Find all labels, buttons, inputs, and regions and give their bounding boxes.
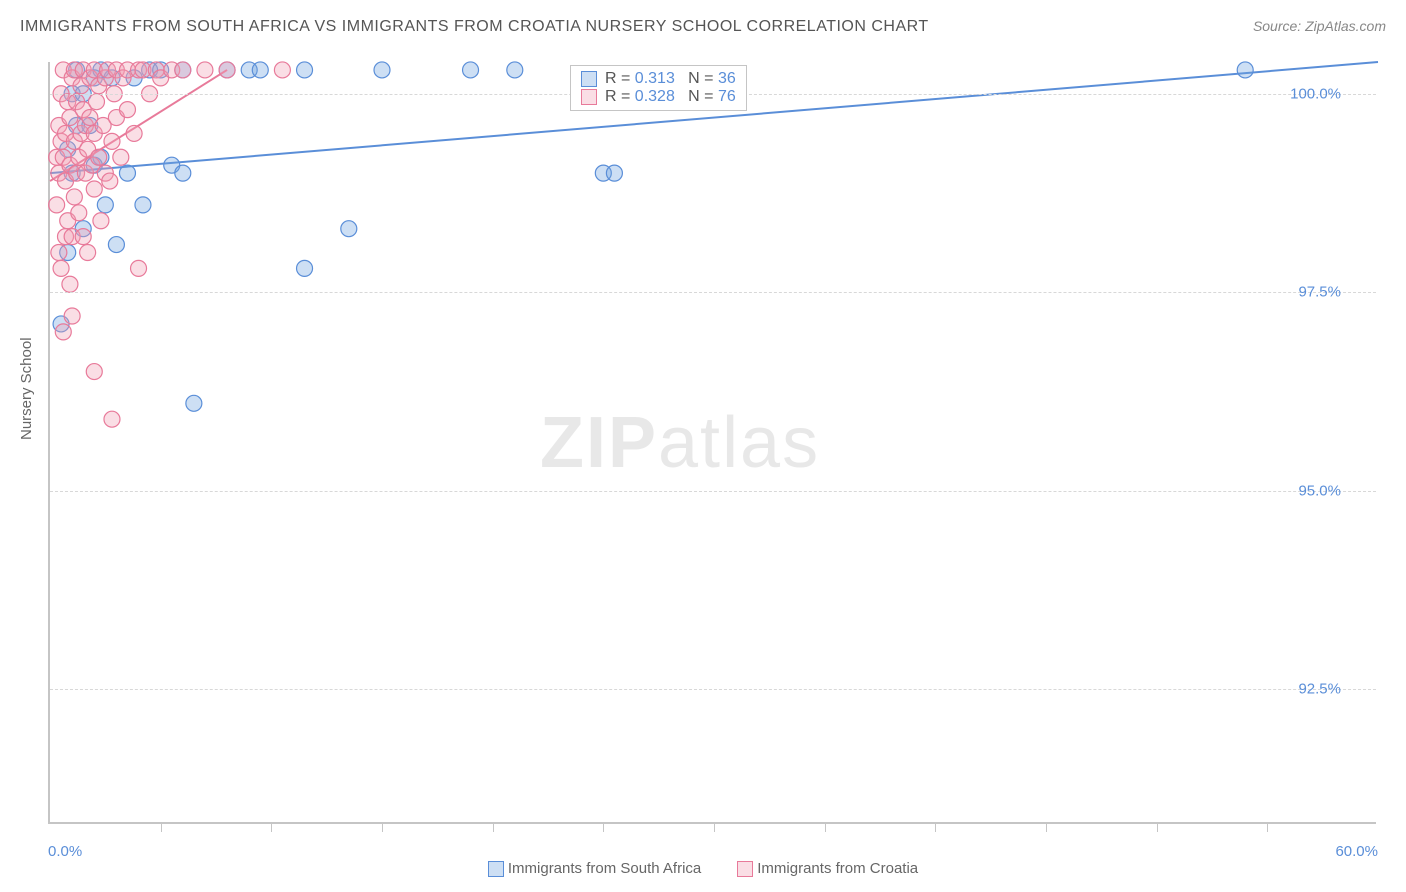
data-point-croatia	[119, 102, 135, 118]
x-tick	[1046, 822, 1047, 832]
x-tick	[161, 822, 162, 832]
x-tick	[1157, 822, 1158, 832]
data-point-croatia	[91, 149, 107, 165]
data-point-croatia	[80, 245, 96, 261]
data-point-south_africa	[175, 165, 191, 181]
data-point-croatia	[113, 149, 129, 165]
source-label: Source: ZipAtlas.com	[1253, 18, 1386, 34]
data-point-croatia	[66, 189, 82, 205]
data-point-croatia	[93, 213, 109, 229]
data-point-croatia	[64, 308, 80, 324]
stats-box: R = 0.313 N = 36R = 0.328 N = 76	[570, 65, 747, 111]
gridline-h	[50, 491, 1376, 492]
data-point-south_africa	[507, 62, 523, 78]
data-point-croatia	[51, 245, 67, 261]
data-point-croatia	[86, 181, 102, 197]
stats-r-label: R =	[605, 88, 635, 105]
data-point-croatia	[62, 276, 78, 292]
data-point-croatia	[102, 173, 118, 189]
stats-n-label: N =	[675, 88, 718, 105]
plot-area: ZIPatlas 100.0%97.5%95.0%92.5% R = 0.313…	[48, 62, 1376, 824]
gridline-h	[50, 292, 1376, 293]
y-tick-label: 95.0%	[1298, 482, 1341, 499]
stats-swatch-south_africa	[581, 71, 597, 87]
legend-swatch-croatia	[737, 861, 753, 877]
stats-r-value: 0.328	[635, 88, 675, 105]
data-point-croatia	[71, 205, 87, 221]
data-point-croatia	[86, 364, 102, 380]
data-point-south_africa	[374, 62, 390, 78]
data-point-croatia	[274, 62, 290, 78]
legend-label: Immigrants from South Africa	[508, 860, 701, 877]
x-tick	[382, 822, 383, 832]
stats-n-value: 36	[718, 70, 736, 87]
gridline-h	[50, 689, 1376, 690]
data-point-south_africa	[97, 197, 113, 213]
data-point-south_africa	[119, 165, 135, 181]
data-point-south_africa	[606, 165, 622, 181]
data-point-south_africa	[252, 62, 268, 78]
stats-r-label: R =	[605, 70, 635, 87]
chart-title: IMMIGRANTS FROM SOUTH AFRICA VS IMMIGRAN…	[20, 18, 929, 36]
legend-label: Immigrants from Croatia	[757, 860, 918, 877]
data-point-south_africa	[297, 62, 313, 78]
data-point-south_africa	[297, 260, 313, 276]
y-tick-label: 97.5%	[1298, 284, 1341, 301]
data-point-croatia	[104, 133, 120, 149]
x-tick	[714, 822, 715, 832]
legend-swatch-south_africa	[488, 861, 504, 877]
x-tick	[1267, 822, 1268, 832]
bottom-legend: Immigrants from South Africa Immigrants f…	[0, 860, 1406, 877]
data-point-south_africa	[135, 197, 151, 213]
data-point-croatia	[197, 62, 213, 78]
stats-r-value: 0.313	[635, 70, 675, 87]
y-tick-label: 100.0%	[1290, 85, 1341, 102]
data-point-croatia	[75, 229, 91, 245]
data-point-south_africa	[1237, 62, 1253, 78]
stats-row-south_africa: R = 0.313 N = 36	[581, 70, 736, 88]
data-point-croatia	[49, 197, 65, 213]
data-point-south_africa	[186, 395, 202, 411]
x-tick-min: 0.0%	[48, 843, 82, 860]
data-point-croatia	[104, 411, 120, 427]
y-tick-label: 92.5%	[1298, 681, 1341, 698]
x-tick	[493, 822, 494, 832]
scatter-svg	[50, 62, 1376, 822]
x-tick	[271, 822, 272, 832]
data-point-croatia	[126, 125, 142, 141]
data-point-croatia	[53, 260, 69, 276]
data-point-south_africa	[463, 62, 479, 78]
y-axis-label: Nursery School	[18, 337, 35, 440]
x-tick	[603, 822, 604, 832]
data-point-croatia	[131, 260, 147, 276]
data-point-croatia	[175, 62, 191, 78]
legend-item-south_africa: Immigrants from South Africa	[488, 860, 701, 877]
stats-n-label: N =	[675, 70, 718, 87]
data-point-croatia	[219, 62, 235, 78]
x-tick-max: 60.0%	[1335, 843, 1378, 860]
x-tick	[825, 822, 826, 832]
data-point-south_africa	[108, 237, 124, 253]
stats-swatch-croatia	[581, 89, 597, 105]
x-tick	[935, 822, 936, 832]
stats-n-value: 76	[718, 88, 736, 105]
data-point-croatia	[88, 94, 104, 110]
stats-row-croatia: R = 0.328 N = 76	[581, 88, 736, 106]
data-point-croatia	[55, 324, 71, 340]
legend-item-croatia: Immigrants from Croatia	[737, 860, 918, 877]
data-point-south_africa	[341, 221, 357, 237]
